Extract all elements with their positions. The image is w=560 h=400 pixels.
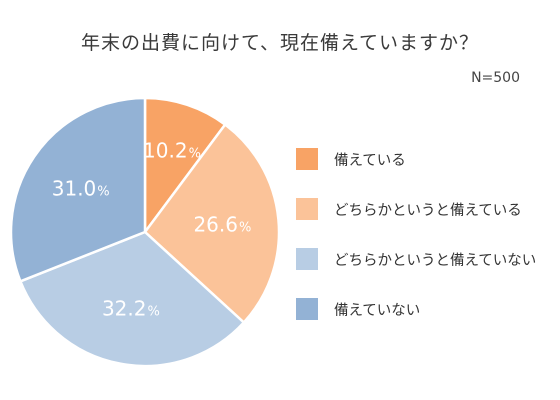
slice-value-label: 26.6% xyxy=(193,213,251,237)
slice-value-label: 31.0% xyxy=(52,176,110,200)
legend-label: どちらかというと備えている xyxy=(334,202,522,219)
slice-value-label: 10.2% xyxy=(143,139,201,163)
pie-slice xyxy=(9,96,147,283)
legend-label: 備えている xyxy=(334,152,406,169)
legend-swatch xyxy=(296,148,318,170)
pie-slice xyxy=(18,230,246,368)
legend-label: 備えていない xyxy=(334,302,421,319)
legend-item: 備えている xyxy=(296,146,536,172)
legend-swatch xyxy=(296,198,318,220)
sample-size-note: N=500 xyxy=(471,70,520,86)
legend-item: どちらかというと備えていない xyxy=(296,246,536,272)
legend-item: 備えていない xyxy=(296,296,536,322)
legend-swatch xyxy=(296,248,318,270)
legend-label: どちらかというと備えていない xyxy=(334,252,537,269)
legend: 備えている どちらかというと備えている どちらかというと備えていない 備えていな… xyxy=(296,146,536,346)
legend-swatch xyxy=(296,298,318,320)
slice-value-label: 32.2% xyxy=(102,296,160,320)
chart-title: 年末の出費に向けて、現在備えていますか？ xyxy=(80,32,480,54)
legend-item: どちらかというと備えている xyxy=(296,196,536,222)
pie-slice xyxy=(143,122,281,325)
pie-slice xyxy=(143,96,227,236)
